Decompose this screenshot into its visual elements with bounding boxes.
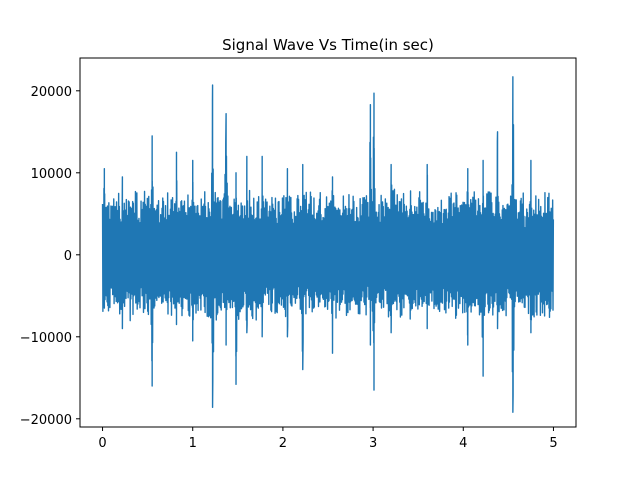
y-tick-label: 0 bbox=[64, 249, 72, 264]
x-tick-label: 3 bbox=[369, 436, 377, 451]
y-tick-label: −10000 bbox=[20, 331, 72, 346]
x-tick-label: 0 bbox=[98, 436, 106, 451]
x-tick-label: 5 bbox=[549, 436, 557, 451]
chart-title: Signal Wave Vs Time(in sec) bbox=[222, 36, 434, 54]
x-tick-label: 2 bbox=[279, 436, 287, 451]
signal-series-line bbox=[101, 76, 555, 413]
x-axis: 0 1 2 3 4 5 bbox=[98, 427, 558, 451]
plot-frame bbox=[79, 57, 577, 428]
y-tick-label: 10000 bbox=[31, 167, 72, 182]
series-layer bbox=[101, 76, 555, 413]
x-tick-label: 4 bbox=[459, 436, 467, 451]
y-tick-label: 20000 bbox=[31, 85, 72, 100]
y-tick-label: −20000 bbox=[20, 413, 72, 428]
x-tick-label: 1 bbox=[189, 436, 197, 451]
y-axis: −20000 −10000 0 10000 20000 bbox=[20, 85, 80, 428]
